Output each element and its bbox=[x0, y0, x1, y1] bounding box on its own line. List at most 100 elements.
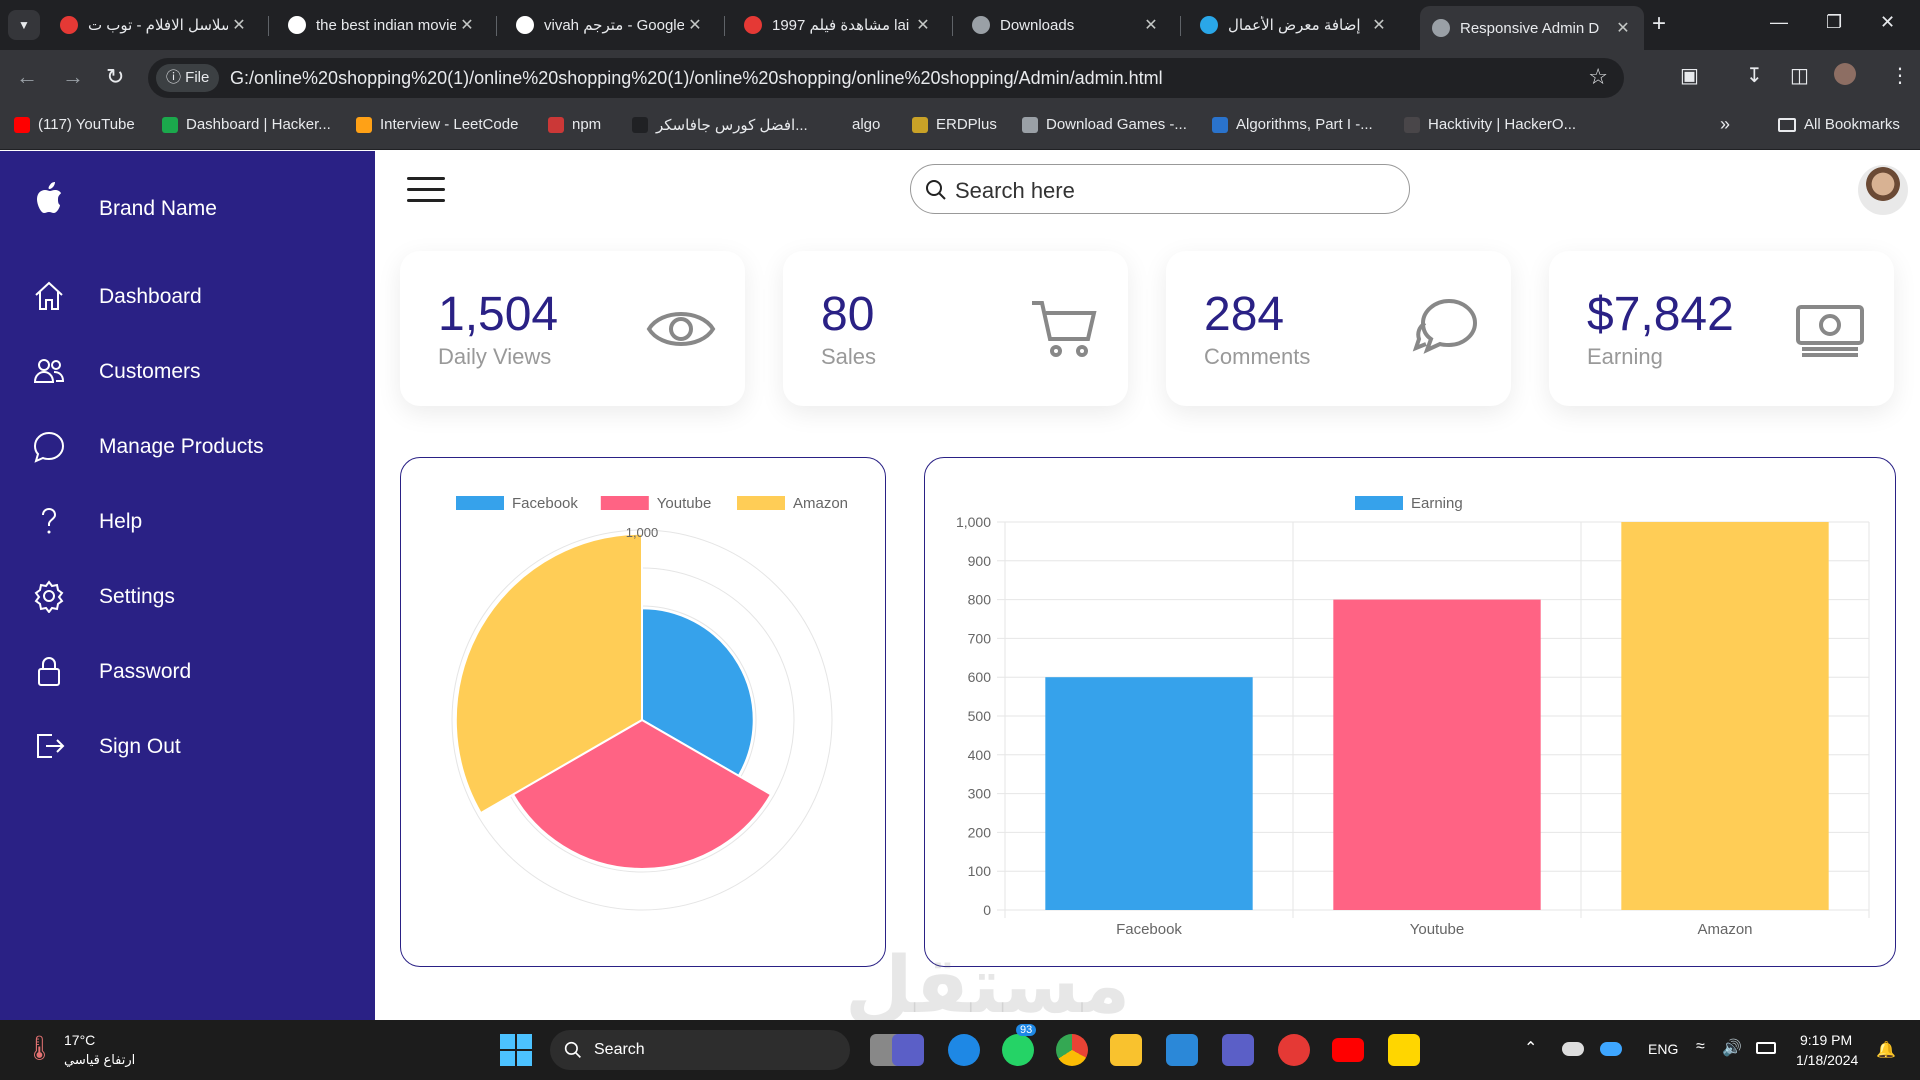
browser-tab[interactable]: مشاهدة فيلم 1997 lai ✕ bbox=[732, 8, 944, 42]
clock-time[interactable]: 9:19 PM bbox=[1800, 1032, 1853, 1048]
notification-bell-icon[interactable]: 🔔 bbox=[1876, 1042, 1896, 1059]
close-window-button[interactable]: ✕ bbox=[1880, 12, 1896, 32]
legend-label[interactable]: Amazon bbox=[793, 495, 848, 512]
bookmark-item[interactable]: Algorithms, Part I -... bbox=[1212, 116, 1373, 133]
teams-icon[interactable] bbox=[1222, 1034, 1254, 1066]
maximize-button[interactable]: ❐ bbox=[1826, 12, 1843, 32]
legend-swatch[interactable] bbox=[1355, 496, 1403, 510]
wifi-icon[interactable]: ≈ bbox=[1696, 1038, 1705, 1055]
file-explorer-icon[interactable] bbox=[1110, 1034, 1142, 1066]
brand[interactable]: Brand Name bbox=[0, 171, 375, 231]
cloud-icon[interactable] bbox=[1562, 1042, 1584, 1056]
teams-meet-icon[interactable] bbox=[892, 1034, 924, 1066]
bookmark-item[interactable]: algo bbox=[828, 116, 880, 133]
sidebar-item-settings[interactable]: Settings bbox=[0, 565, 375, 625]
more-bookmarks-button[interactable]: » bbox=[1720, 114, 1731, 134]
legend-label[interactable]: Youtube bbox=[657, 495, 712, 512]
minimize-button[interactable]: — bbox=[1770, 12, 1788, 32]
user-avatar[interactable] bbox=[1858, 165, 1908, 215]
menu-toggle-button[interactable] bbox=[407, 177, 445, 203]
store-icon[interactable] bbox=[1166, 1034, 1198, 1066]
bookmark-item[interactable]: Dashboard | Hacker... bbox=[162, 116, 331, 133]
browser-tab[interactable]: إضافة معرض الأعمال ✕ bbox=[1188, 8, 1400, 42]
bookmark-item[interactable]: Hacktivity | HackerO... bbox=[1404, 116, 1576, 133]
polar-slice-facebook[interactable] bbox=[641, 607, 755, 778]
bookmark-item[interactable]: Download Games -... bbox=[1022, 116, 1187, 133]
url-text[interactable]: G:/online%20shopping%20(1)/online%20shop… bbox=[230, 68, 1163, 88]
bookmark-item[interactable]: Interview - LeetCode bbox=[356, 116, 518, 133]
youtube-app-icon[interactable] bbox=[1332, 1038, 1364, 1062]
extensions-icon[interactable]: ▣ bbox=[1680, 65, 1699, 87]
chrome-icon[interactable] bbox=[1056, 1034, 1088, 1066]
weather-desc[interactable]: ارتفاع قياسي bbox=[64, 1052, 136, 1067]
legend-swatch[interactable] bbox=[600, 496, 649, 510]
downloads-icon[interactable]: ↧ bbox=[1746, 65, 1763, 87]
tab-close-icon[interactable]: ✕ bbox=[1616, 20, 1630, 37]
browser-tab[interactable]: vivah مترجم - Google ✕ bbox=[504, 8, 716, 42]
tab-close-icon[interactable]: ✕ bbox=[232, 17, 246, 34]
language-indicator[interactable]: ENG bbox=[1648, 1041, 1679, 1057]
browser-tab[interactable]: سلاسل الافلام - توب ت ✕ bbox=[48, 8, 260, 42]
reload-button[interactable]: ↻ bbox=[106, 64, 125, 89]
menu-icon[interactable]: ⋮ bbox=[1890, 65, 1910, 87]
new-tab-button[interactable]: + bbox=[1652, 10, 1667, 37]
taskbar-search[interactable]: Search bbox=[550, 1030, 850, 1070]
tab-close-icon[interactable]: ✕ bbox=[460, 17, 474, 34]
bookmark-item[interactable]: npm bbox=[548, 116, 601, 133]
clock-date[interactable]: 1/18/2024 bbox=[1796, 1052, 1859, 1068]
sticky-notes-icon[interactable] bbox=[1388, 1034, 1420, 1066]
stat-card-daily-views[interactable]: 1,504 Daily Views bbox=[400, 251, 745, 406]
volume-icon[interactable]: 🔊 bbox=[1722, 1040, 1742, 1057]
battery-icon[interactable] bbox=[1756, 1042, 1776, 1054]
start-button[interactable] bbox=[500, 1034, 532, 1066]
search-input[interactable]: Search here bbox=[910, 164, 1410, 214]
side-panel-icon[interactable]: ◫ bbox=[1790, 65, 1809, 87]
bookmark-item[interactable]: ERDPlus bbox=[912, 116, 997, 133]
polar-slice-amazon[interactable] bbox=[454, 532, 643, 815]
edge-icon[interactable] bbox=[948, 1034, 980, 1066]
wps-office-icon[interactable] bbox=[1278, 1034, 1310, 1066]
bar-chart-box: Earning 0 100 200 300 400 500 600 700 800 900 1,000… bbox=[924, 457, 1896, 967]
show-hidden-icons[interactable]: ⌃ bbox=[1524, 1040, 1538, 1057]
profile-avatar[interactable] bbox=[1834, 63, 1856, 85]
sidebar-item-sign-out[interactable]: Sign Out bbox=[0, 715, 375, 775]
tab-close-icon[interactable]: ✕ bbox=[1144, 17, 1158, 34]
browser-tab[interactable]: the best indian movie ✕ bbox=[276, 8, 488, 42]
bookmark-item[interactable]: افضل كورس جافاسكر... bbox=[632, 116, 808, 134]
windows-taskbar: 🌡 17°C ارتفاع قياسي Search 93 ⌃ ENG ≈ 🔊 … bbox=[0, 1020, 1920, 1080]
bar-youtube[interactable] bbox=[1333, 599, 1541, 910]
browser-tab[interactable]: Responsive Admin D ✕ bbox=[1420, 6, 1644, 50]
legend-swatch[interactable] bbox=[456, 496, 504, 510]
stat-card-comments[interactable]: 284 Comments bbox=[1166, 251, 1511, 406]
tab-close-icon[interactable]: ✕ bbox=[688, 17, 702, 34]
whatsapp-icon[interactable] bbox=[1002, 1034, 1034, 1066]
tab-close-icon[interactable]: ✕ bbox=[1372, 17, 1386, 34]
bookmark-star-icon[interactable]: ☆ bbox=[1588, 64, 1608, 89]
address-bar[interactable]: ⓘ File G:/online%20shopping%20(1)/online… bbox=[148, 58, 1624, 98]
sidebar-item-password[interactable]: Password bbox=[0, 640, 375, 700]
polar-slice-youtube[interactable] bbox=[511, 718, 773, 870]
legend-label[interactable]: Facebook bbox=[512, 495, 578, 512]
all-bookmarks-button[interactable]: All Bookmarks bbox=[1778, 116, 1900, 133]
sidebar-item-help[interactable]: Help bbox=[0, 490, 375, 550]
search-icon bbox=[564, 1041, 581, 1058]
sidebar-item-dashboard[interactable]: Dashboard bbox=[0, 265, 375, 325]
weather-temp[interactable]: 17°C bbox=[64, 1032, 96, 1048]
legend-label[interactable]: Earning bbox=[1411, 495, 1463, 512]
forward-button[interactable]: → bbox=[62, 64, 84, 89]
bar-amazon[interactable] bbox=[1621, 522, 1829, 910]
tab-close-icon[interactable]: ✕ bbox=[916, 17, 930, 34]
browser-tab[interactable]: Downloads ✕ bbox=[960, 8, 1172, 42]
sidebar-item-manage-products[interactable]: Manage Products bbox=[0, 415, 375, 475]
tab-search-button[interactable]: ▼ bbox=[8, 10, 40, 40]
back-button[interactable]: ← bbox=[16, 64, 38, 89]
bar-facebook[interactable] bbox=[1045, 677, 1253, 910]
stat-card-sales[interactable]: 80 Sales bbox=[783, 251, 1128, 406]
sidebar-item-customers[interactable]: Customers bbox=[0, 340, 375, 400]
site-info-chip[interactable]: ⓘ File bbox=[156, 64, 220, 92]
legend-swatch[interactable] bbox=[737, 496, 785, 510]
bookmark-item[interactable]: (117) YouTube bbox=[14, 116, 135, 133]
polar-chart-box: Facebook Youtube Amazon 1,000 bbox=[400, 457, 886, 967]
stat-card-earning[interactable]: $7,842 Earning bbox=[1549, 251, 1894, 406]
onedrive-icon[interactable] bbox=[1600, 1042, 1622, 1056]
